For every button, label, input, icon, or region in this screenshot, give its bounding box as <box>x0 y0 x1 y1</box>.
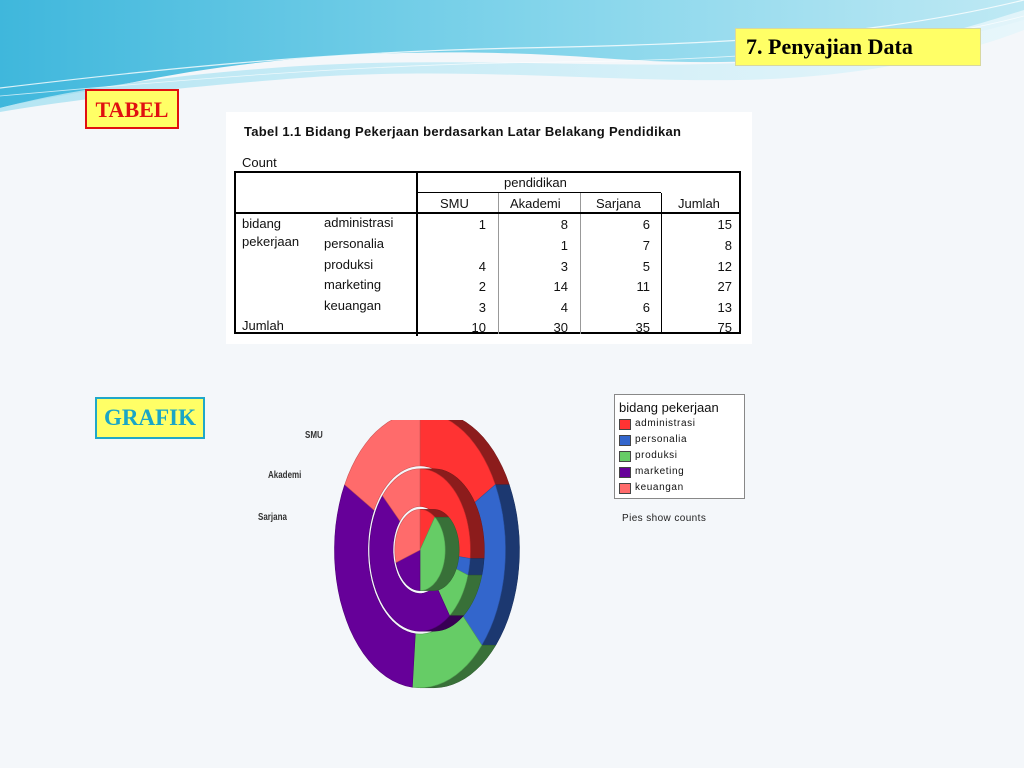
cell: 11 <box>636 279 651 294</box>
col-header-jumlah: Jumlah <box>678 196 720 211</box>
legend-label: keuangan <box>635 482 684 493</box>
cell: 4 <box>560 300 568 315</box>
legend-swatch <box>619 451 631 462</box>
grafik-label: GRAFIK <box>95 397 205 439</box>
ring-label-sarjana: Sarjana <box>258 512 287 523</box>
table-caption: Tabel 1.1 Bidang Pekerjaan berdasarkan L… <box>244 124 682 139</box>
cell: 5 <box>642 259 650 274</box>
legend-label: administrasi <box>635 418 696 429</box>
table-grid: pendidikan SMU Akademi Sarjana Jumlah bi… <box>234 171 741 336</box>
cell: 8 <box>560 217 568 232</box>
tabel-label: TABEL <box>85 89 179 129</box>
total-row-label: Jumlah <box>242 318 284 333</box>
cell: 10 <box>471 320 486 335</box>
legend-label: personalia <box>635 434 688 445</box>
legend-swatch <box>619 467 631 478</box>
cell: 3 <box>560 259 568 274</box>
legend-swatch <box>619 483 631 494</box>
cell: 13 <box>717 300 732 315</box>
row-group-label: bidang pekerjaan <box>242 216 300 249</box>
cell: 3 <box>478 300 486 315</box>
cell: 1 <box>560 238 568 253</box>
slice-smu-keuangan <box>394 509 421 563</box>
pies-note: Pies show counts <box>622 513 707 524</box>
slice-smu-marketing <box>395 549 421 591</box>
crosstab-table: Tabel 1.1 Bidang Pekerjaan berdasarkan L… <box>226 112 752 344</box>
slice-akademi-keuangan <box>382 468 421 522</box>
cell: 6 <box>642 217 650 232</box>
cell: 2 <box>478 279 486 294</box>
cell: 7 <box>642 238 650 253</box>
cell: 27 <box>717 279 732 294</box>
row-label: keuangan <box>324 298 382 313</box>
col-header-akademi: Akademi <box>510 196 561 211</box>
col-header-sarjana: Sarjana <box>596 196 641 211</box>
col-header-smu: SMU <box>440 196 469 211</box>
legend-swatch <box>619 435 631 446</box>
row-label: administrasi <box>324 215 394 230</box>
cell: 1 <box>478 217 486 232</box>
slice-smu-produksi <box>419 516 446 591</box>
row-label: personalia <box>324 236 384 251</box>
cell: 14 <box>553 279 568 294</box>
legend-title: bidang pekerjaan <box>619 400 719 415</box>
cell: 6 <box>642 300 650 315</box>
row-label: marketing <box>324 277 382 292</box>
cell: 4 <box>478 259 486 274</box>
cell: 15 <box>717 217 732 232</box>
ring-label-akademi: Akademi <box>268 470 302 481</box>
ring-label-smu: SMU <box>305 430 323 441</box>
nested-pie-chart <box>334 420 520 689</box>
chart-legend: bidang pekerjaan administrasi personalia… <box>614 394 745 499</box>
slide-title: 7. Penyajian Data <box>735 28 981 66</box>
legend-label: marketing <box>635 466 685 477</box>
slice-side-akademi-personalia <box>467 558 485 576</box>
cell: 12 <box>717 259 732 274</box>
count-label: Count <box>242 155 277 170</box>
row-label: produksi <box>324 257 374 272</box>
cell: 35 <box>635 320 650 335</box>
cell: 75 <box>717 320 732 335</box>
legend-swatch <box>619 419 631 430</box>
slice-sarjana-keuangan <box>344 420 421 511</box>
cell: 30 <box>553 320 568 335</box>
legend-label: produksi <box>635 450 678 461</box>
group-header: pendidikan <box>504 175 567 190</box>
cell: 8 <box>724 238 732 253</box>
